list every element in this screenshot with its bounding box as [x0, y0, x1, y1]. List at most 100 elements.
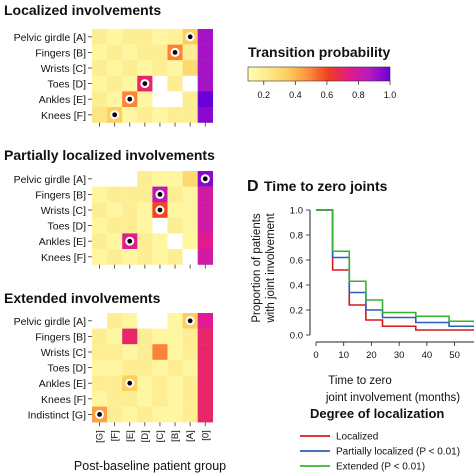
heatmap-cell — [122, 171, 138, 187]
heatmap-cell — [107, 406, 123, 423]
heatmap-cell — [92, 202, 108, 218]
heatmap-cell — [197, 233, 213, 250]
diagonal-marker — [157, 207, 163, 213]
diagonal-marker — [112, 112, 118, 118]
heatmap-cell — [152, 328, 168, 345]
col-label: [G] — [95, 430, 106, 443]
heatmap-cell — [92, 44, 108, 61]
row-label: Knees [F] — [41, 110, 86, 122]
heatmap-cell — [167, 406, 183, 423]
heatmap-cell — [167, 375, 183, 392]
legend-title: Degree of localization — [310, 406, 444, 421]
heatmap-cell — [122, 202, 138, 218]
heatmap-cell — [122, 249, 138, 265]
heatmap-cell — [197, 406, 213, 423]
heatmap-cell — [137, 313, 153, 329]
heatmap-cell — [197, 75, 213, 92]
colorbar-tick-label: 0.6 — [321, 90, 334, 100]
heatmap-cell — [92, 29, 108, 45]
legend-item: Extended (P < 0.01) — [336, 462, 425, 473]
heatmap-cell — [107, 344, 123, 360]
heatmap-cell — [137, 359, 153, 376]
heatmap-cell — [107, 313, 123, 329]
heatmap-cell — [182, 359, 198, 376]
km-xtick-label: 30 — [394, 350, 405, 361]
heatmap-cell — [152, 249, 168, 265]
col-label: [E] — [125, 430, 136, 442]
heatmap-cell — [92, 171, 108, 187]
heatmap-cell — [137, 406, 153, 423]
heatmap-cell — [182, 202, 198, 218]
heatmap-cell — [167, 60, 183, 76]
heatmap-cell — [92, 233, 108, 250]
heatmap-cell — [92, 60, 108, 76]
heatmap-cell — [137, 44, 153, 61]
heatmap-cell — [122, 217, 138, 234]
km-curve-1 — [316, 209, 474, 328]
heatmaps: Pelvic girdle [A] Fingers [B] Wrists [C] To… — [14, 29, 213, 443]
diagonal-marker — [157, 192, 163, 197]
row-label: Toes [D] — [47, 221, 86, 233]
heatmap-cell — [197, 313, 213, 329]
panel-letter: D — [247, 178, 259, 195]
heatmap-cell — [167, 217, 183, 234]
heatmap-cell — [152, 29, 168, 45]
km-ytick-label: 0.0 — [290, 331, 303, 342]
heatmap-2: Pelvic girdle [A] Fingers [B] Wrists [C] To… — [14, 313, 213, 443]
heatmap-cell — [167, 313, 183, 329]
km-curve-0 — [316, 209, 474, 331]
legend-item: Localized — [336, 432, 378, 443]
panel-title-localized: Localized involvements — [4, 2, 161, 18]
km-ytick-label: 1.0 — [290, 206, 303, 217]
heatmap-cell — [152, 171, 168, 187]
heatmap-cell — [182, 186, 198, 203]
heatmap-cell — [137, 233, 153, 250]
heatmap-cell — [137, 391, 153, 407]
heatmap-cell — [107, 328, 123, 345]
heatmap-cell — [122, 107, 138, 123]
km-xtick-label: 0 — [313, 350, 318, 361]
heatmap-cell — [182, 75, 198, 92]
legend: Localized Partially localized (P < 0.01) E… — [300, 432, 460, 473]
heatmap-cell — [137, 186, 153, 203]
heatmap-cell — [107, 186, 123, 203]
colorbar-tick-label: 0.4 — [289, 90, 302, 100]
colorbar-title: Transition probability — [248, 44, 391, 60]
heatmap-cell — [122, 186, 138, 203]
heatmap-cell — [152, 375, 168, 392]
heatmap-cell — [167, 91, 183, 108]
heatmap-cell — [92, 91, 108, 108]
heatmap-cell — [182, 406, 198, 423]
row-label: Ankles [E] — [39, 94, 86, 106]
heatmap-cell — [197, 217, 213, 234]
col-label: [F] — [110, 430, 121, 441]
heatmap-cell — [92, 375, 108, 392]
panel-title-partially-localized: Partially localized involvements — [4, 147, 215, 163]
heatmap-cell — [182, 217, 198, 234]
heatmap-cell — [107, 249, 123, 265]
heatmap-cell — [122, 344, 138, 360]
heatmap-cell — [197, 249, 213, 265]
heatmap-cell — [122, 359, 138, 376]
col-label: [A] — [185, 430, 196, 442]
heatmap-cell — [122, 60, 138, 76]
heatmap-cell — [167, 29, 183, 45]
row-label: Knees [F] — [41, 394, 86, 406]
heatmap-cell — [137, 344, 153, 360]
km-xlabel-line2: joint involvement (months) — [325, 392, 460, 404]
row-label: Ankles [E] — [39, 378, 86, 390]
heatmap-cell — [152, 359, 168, 376]
heatmap-cell — [92, 249, 108, 265]
col-label: [0] — [200, 430, 211, 441]
heatmap-cell — [167, 75, 183, 92]
km-ytick-label: 0.2 — [290, 306, 303, 317]
heatmap-cell — [137, 171, 153, 187]
diagonal-marker — [127, 238, 133, 244]
heatmap-cell — [92, 391, 108, 407]
heatmap-cell — [152, 60, 168, 76]
heatmap-cell — [182, 249, 198, 265]
heatmap-cell — [197, 344, 213, 360]
heatmap-cell — [92, 313, 108, 329]
heatmap-cell — [122, 406, 138, 423]
